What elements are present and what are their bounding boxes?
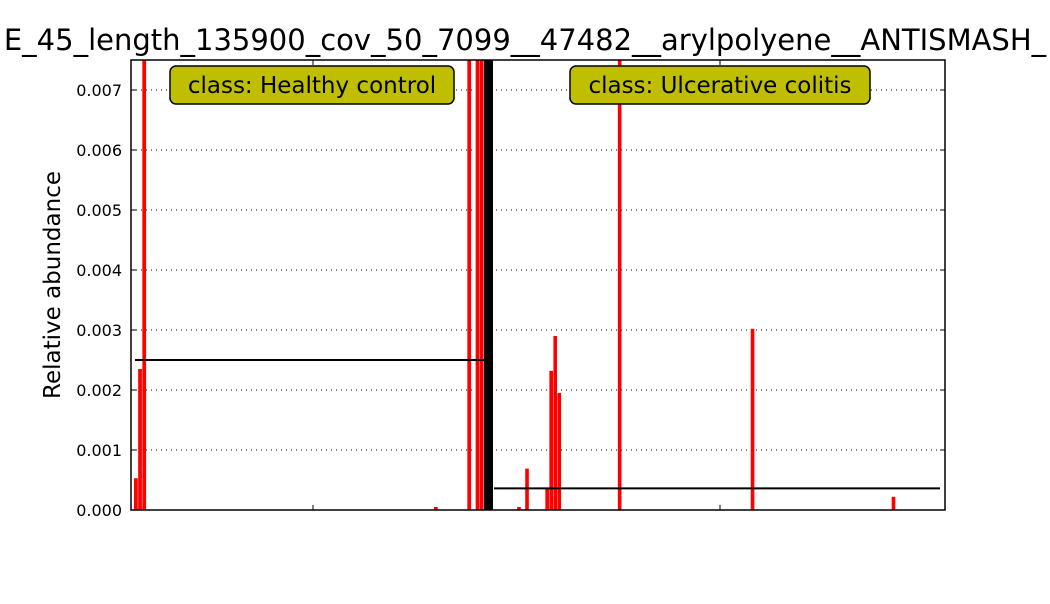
grid-lines	[131, 89, 945, 451]
class-label: class: Healthy control	[188, 73, 436, 99]
bar	[553, 336, 558, 510]
plot-frame	[130, 59, 946, 511]
bar	[557, 393, 562, 510]
bar	[545, 489, 549, 510]
bar	[434, 507, 438, 510]
bar	[617, 60, 622, 510]
bar	[479, 60, 484, 510]
class-label-box	[169, 65, 455, 105]
class-label: class: Ulcerative colitis	[588, 73, 851, 99]
y-tick-label: 0.004	[76, 261, 122, 280]
bar	[475, 60, 480, 510]
class-divider	[484, 60, 493, 510]
y-tick-label: 0.005	[76, 201, 122, 220]
y-tick-label: 0.003	[76, 321, 122, 340]
chart-title: E_45_length_135900_cov_50_7099__47482__a…	[4, 23, 1047, 57]
bar	[549, 370, 554, 510]
mean-lines	[135, 359, 940, 490]
y-tick-label: 0.000	[76, 501, 122, 520]
bar	[750, 328, 755, 510]
bar	[517, 507, 521, 510]
y-tick-label: 0.001	[76, 441, 122, 460]
bar	[134, 478, 138, 510]
class-label-box	[569, 65, 871, 105]
bar	[138, 369, 142, 510]
axes: 0.000 0.001 0.002 0.003 0.004 0.005 0.006 0.007	[76, 59, 946, 520]
y-tick-label: 0.007	[76, 81, 122, 100]
y-tick-label: 0.006	[76, 141, 122, 160]
class-labels: class: Healthy control class: Ulcerative …	[169, 65, 871, 105]
bar	[891, 496, 896, 510]
y-tick-label: 0.002	[76, 381, 122, 400]
bar	[142, 60, 147, 510]
y-axis-label: Relative abundance	[40, 171, 66, 399]
bars	[134, 60, 896, 510]
bar	[467, 60, 472, 510]
